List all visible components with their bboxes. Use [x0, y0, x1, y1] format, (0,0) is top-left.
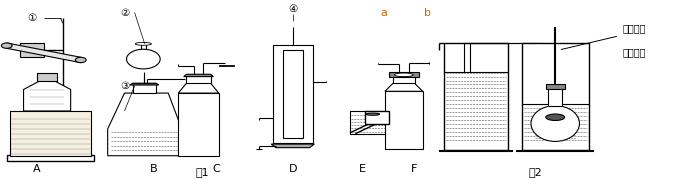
Bar — [385, 91, 423, 149]
Text: ④: ④ — [288, 4, 297, 14]
Bar — [186, 75, 211, 83]
Text: B: B — [149, 164, 157, 174]
Text: D: D — [289, 164, 297, 174]
Polygon shape — [184, 74, 213, 77]
Polygon shape — [385, 83, 423, 91]
Bar — [522, 43, 589, 150]
Bar — [546, 84, 565, 89]
Text: 图1: 图1 — [195, 167, 209, 177]
Polygon shape — [108, 93, 182, 156]
Polygon shape — [178, 83, 219, 93]
Bar — [10, 111, 91, 156]
Bar — [219, 65, 234, 66]
Text: 图2: 图2 — [528, 167, 542, 177]
Text: A: A — [33, 164, 41, 174]
Bar — [365, 111, 389, 124]
Bar — [7, 155, 94, 161]
Bar — [20, 43, 44, 57]
Text: b: b — [424, 8, 431, 18]
Text: F: F — [411, 164, 417, 174]
Ellipse shape — [546, 114, 565, 120]
Text: ①: ① — [28, 13, 37, 23]
Ellipse shape — [394, 73, 413, 77]
Ellipse shape — [531, 106, 579, 141]
Bar — [133, 83, 156, 93]
Text: E: E — [359, 164, 365, 174]
Polygon shape — [7, 43, 81, 63]
Bar — [178, 93, 219, 156]
Bar — [389, 72, 419, 77]
Bar — [548, 88, 562, 106]
Polygon shape — [24, 81, 71, 111]
Ellipse shape — [1, 43, 12, 48]
Ellipse shape — [75, 57, 86, 63]
Bar — [283, 50, 303, 138]
Ellipse shape — [366, 113, 380, 115]
Text: ②: ② — [120, 8, 129, 18]
Bar — [393, 76, 415, 83]
Text: C: C — [213, 164, 221, 174]
Text: ③: ③ — [120, 81, 129, 91]
Ellipse shape — [127, 49, 160, 69]
Polygon shape — [130, 83, 159, 85]
Text: 的玻璌棒: 的玻璌棒 — [623, 47, 646, 57]
Polygon shape — [271, 144, 314, 148]
Bar — [444, 43, 508, 150]
Bar — [273, 45, 313, 143]
Bar — [37, 73, 57, 81]
Bar — [350, 111, 404, 134]
Text: a: a — [380, 8, 387, 18]
Ellipse shape — [135, 42, 151, 45]
Text: 下端烧熱: 下端烧熱 — [623, 24, 646, 34]
